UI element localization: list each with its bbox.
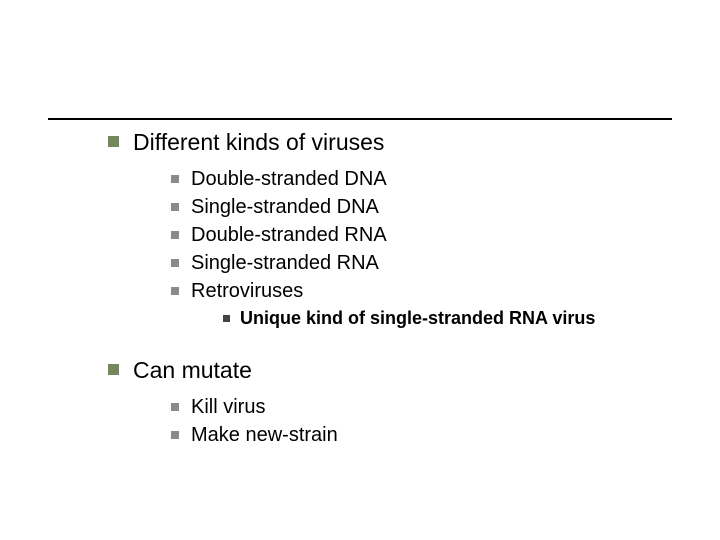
list-item-text: Different kinds of viruses: [133, 128, 384, 157]
bullet-l3-icon: [223, 315, 230, 322]
list-item-text: Unique kind of single-stranded RNA virus: [240, 307, 595, 330]
list-item: Single-stranded RNA: [171, 251, 672, 276]
bullet-l2-icon: [171, 431, 179, 439]
bullet-l2-icon: [171, 203, 179, 211]
slide-content: Different kinds of viruses Double-strand…: [48, 128, 672, 451]
horizontal-rule: [48, 118, 672, 120]
list-item-text: Double-stranded RNA: [191, 223, 387, 248]
list-item: Different kinds of viruses: [108, 128, 672, 157]
list-item: Single-stranded DNA: [171, 195, 672, 220]
list-item: Make new-strain: [171, 423, 672, 448]
bullet-l2-icon: [171, 403, 179, 411]
bullet-l2-icon: [171, 175, 179, 183]
bullet-l1-icon: [108, 136, 119, 147]
bullet-l2-icon: [171, 231, 179, 239]
list-item-text: Single-stranded RNA: [191, 251, 379, 276]
list-item-text: Single-stranded DNA: [191, 195, 379, 220]
spacer: [48, 332, 672, 356]
list-item-text: Kill virus: [191, 395, 265, 420]
list-item: Double-stranded DNA: [171, 167, 672, 192]
list-item-text: Retroviruses: [191, 279, 303, 304]
list-item-text: Double-stranded DNA: [191, 167, 387, 192]
bullet-l2-icon: [171, 259, 179, 267]
list-item-text: Can mutate: [133, 356, 252, 385]
list-item: Can mutate: [108, 356, 672, 385]
bullet-l1-icon: [108, 364, 119, 375]
list-item: Double-stranded RNA: [171, 223, 672, 248]
list-item-text: Make new-strain: [191, 423, 338, 448]
list-item: Retroviruses: [171, 279, 672, 304]
list-item: Unique kind of single-stranded RNA virus: [223, 307, 672, 330]
bullet-l2-icon: [171, 287, 179, 295]
list-item: Kill virus: [171, 395, 672, 420]
